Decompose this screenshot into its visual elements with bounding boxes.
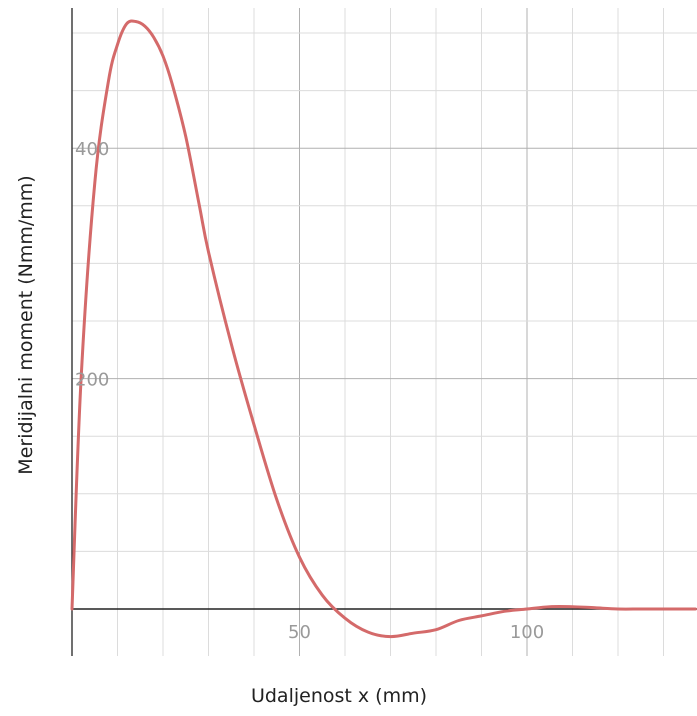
axes: [71, 8, 697, 656]
x-tick-label: 50: [288, 622, 311, 643]
grid: [72, 8, 697, 656]
series-layer: [70, 19, 697, 639]
x-axis-title: Udaljenost x (mm): [251, 685, 427, 707]
y-tick-label: 200: [75, 370, 109, 391]
y-axis-title: Meridijalni moment (Nmm/mm): [15, 175, 37, 474]
x-tick-label: 100: [510, 622, 544, 643]
y-tick-label: 400: [75, 139, 109, 160]
tick-labels: 50 100 200 400: [75, 139, 544, 643]
series-line-0: [70, 19, 697, 639]
